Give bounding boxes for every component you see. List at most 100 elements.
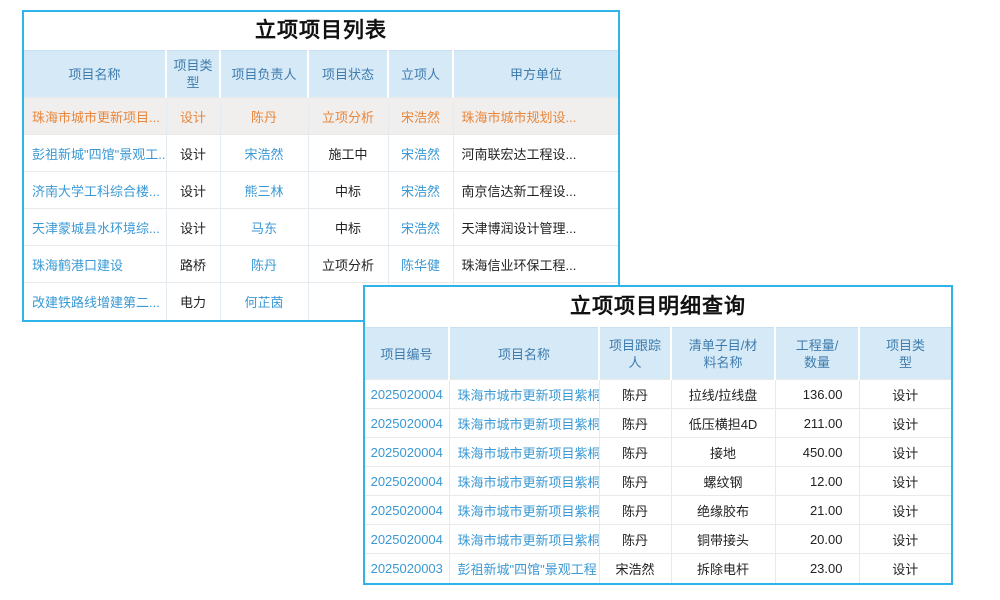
panel2-cell-code[interactable]: 2025020004 <box>365 495 450 525</box>
table-row: 2025020004 珠海市城市更新项目紫桐 陈丹 接地 450.00 设计 <box>365 437 951 467</box>
project-detail-title: 立项项目明细查询 <box>570 295 746 318</box>
table-row[interactable]: 济南大学工科综合楼... 设计 熊三林 中标 宋浩然 南京信达新工程设... <box>24 171 618 209</box>
panel2-cell-material: 拆除电杆 <box>671 553 776 583</box>
panel2-cell-code[interactable]: 2025020004 <box>365 437 450 467</box>
panel2-cell-code[interactable]: 2025020003 <box>365 553 450 583</box>
panel1-cell-name[interactable]: 珠海市城市更新项目... <box>24 97 167 135</box>
project-detail-header-row: 项目编号 项目名称 项目跟踪人 清单子目/材料名称 工程量/数量 项目类型 <box>365 327 951 380</box>
panel1-cell-manager[interactable]: 何芷茵 <box>220 282 309 320</box>
panel2-cell-type: 设计 <box>859 466 951 496</box>
panel2-cell-qty: 21.00 <box>775 495 860 525</box>
panel2-cell-type: 设计 <box>859 408 951 438</box>
project-list-panel: 立项项目列表 项目名称 项目类型 项目负责人 项目状态 立项人 甲方单位 珠海市城市更新项… <box>22 10 620 322</box>
panel2-cell-tracker: 陈丹 <box>599 408 672 438</box>
panel2-cell-type: 设计 <box>859 495 951 525</box>
panel1-cell-status: 中标 <box>308 171 389 209</box>
panel1-cell-initiator[interactable]: 宋浩然 <box>388 208 454 246</box>
panel2-cell-material: 接地 <box>671 437 776 467</box>
panel1-cell-name[interactable]: 改建铁路线增建第二... <box>24 282 167 320</box>
panel1-cell-initiator[interactable]: 宋浩然 <box>388 134 454 172</box>
panel2-cell-qty: 12.00 <box>775 466 860 496</box>
table-row[interactable]: 珠海鹤港口建设 路桥 陈丹 立项分析 陈华健 珠海信业环保工程... <box>24 245 618 283</box>
panel2-cell-material: 拉线/拉线盘 <box>671 379 776 409</box>
table-row: 2025020004 珠海市城市更新项目紫桐 陈丹 螺纹钢 12.00 设计 <box>365 466 951 496</box>
panel1-cell-manager[interactable]: 马东 <box>220 208 309 246</box>
panel1-cell-client: 珠海市城市规划设... <box>453 97 618 135</box>
panel1-cell-client: 河南联宏达工程设... <box>453 134 618 172</box>
column-header: 项目名称 <box>449 327 600 380</box>
panel1-cell-status: 立项分析 <box>308 245 389 283</box>
panel2-cell-type: 设计 <box>859 524 951 554</box>
panel1-cell-initiator[interactable]: 宋浩然 <box>388 97 454 135</box>
panel2-cell-tracker: 陈丹 <box>599 495 672 525</box>
panel1-cell-manager[interactable]: 熊三林 <box>220 171 309 209</box>
panel2-cell-name[interactable]: 珠海市城市更新项目紫桐 <box>449 408 600 438</box>
column-header: 项目名称 <box>24 50 167 98</box>
panel2-cell-material: 螺纹钢 <box>671 466 776 496</box>
panel1-cell-initiator[interactable]: 陈华健 <box>388 245 454 283</box>
column-header: 项目状态 <box>308 50 389 98</box>
panel2-cell-tracker: 陈丹 <box>599 524 672 554</box>
project-list-table: 项目名称 项目类型 项目负责人 项目状态 立项人 甲方单位 珠海市城市更新项目... 设计陈… <box>24 50 618 320</box>
panel1-cell-manager[interactable]: 宋浩然 <box>220 134 309 172</box>
panel2-cell-name[interactable]: 珠海市城市更新项目紫桐 <box>449 437 600 467</box>
panel2-cell-qty: 211.00 <box>775 408 860 438</box>
panel1-cell-type: 设计 <box>166 97 221 135</box>
panel1-cell-name[interactable]: 天津蒙城县水环境综... <box>24 208 167 246</box>
panel2-cell-qty: 450.00 <box>775 437 860 467</box>
panel2-cell-material: 绝缘胶布 <box>671 495 776 525</box>
column-header: 项目跟踪人 <box>599 327 672 380</box>
panel2-cell-name[interactable]: 珠海市城市更新项目紫桐 <box>449 379 600 409</box>
panel1-cell-client: 天津博润设计管理... <box>453 208 618 246</box>
table-row[interactable]: 珠海市城市更新项目... 设计 陈丹 立项分析 宋浩然 珠海市城市规划设... <box>24 97 618 135</box>
panel2-cell-type: 设计 <box>859 437 951 467</box>
column-header: 项目类型 <box>166 50 221 98</box>
panel1-cell-type: 设计 <box>166 171 221 209</box>
project-detail-table: 项目编号 项目名称 项目跟踪人 清单子目/材料名称 工程量/数量 项目类型 2025020… <box>365 327 951 583</box>
panel2-cell-material: 低压横担4D <box>671 408 776 438</box>
table-row: 2025020003 彭祖新城"四馆"景观工程 宋浩然 拆除电杆 23.00 设计 <box>365 553 951 583</box>
panel1-cell-client: 南京信达新工程设... <box>453 171 618 209</box>
panel1-cell-type: 设计 <box>166 208 221 246</box>
column-header: 甲方单位 <box>453 50 618 98</box>
panel2-cell-tracker: 陈丹 <box>599 379 672 409</box>
panel1-cell-name[interactable]: 济南大学工科综合楼... <box>24 171 167 209</box>
panel1-cell-client: 珠海信业环保工程... <box>453 245 618 283</box>
panel1-cell-status: 立项分析 <box>308 97 389 135</box>
panel2-cell-name[interactable]: 彭祖新城"四馆"景观工程 <box>449 553 600 583</box>
project-list-title: 立项项目列表 <box>255 19 387 42</box>
panel2-cell-name[interactable]: 珠海市城市更新项目紫桐 <box>449 495 600 525</box>
panel2-cell-code[interactable]: 2025020004 <box>365 379 450 409</box>
table-row: 2025020004 珠海市城市更新项目紫桐 陈丹 绝缘胶布 21.00 设计 <box>365 495 951 525</box>
panel1-cell-type: 设计 <box>166 134 221 172</box>
column-header: 清单子目/材料名称 <box>671 327 776 380</box>
panel2-cell-tracker: 陈丹 <box>599 466 672 496</box>
panel2-cell-name[interactable]: 珠海市城市更新项目紫桐 <box>449 466 600 496</box>
panel2-cell-qty: 20.00 <box>775 524 860 554</box>
table-row[interactable]: 彭祖新城"四馆"景观工... 设计 宋浩然 施工中 宋浩然 河南联宏达工程设... <box>24 134 618 172</box>
panel1-cell-initiator[interactable]: 宋浩然 <box>388 171 454 209</box>
table-row: 2025020004 珠海市城市更新项目紫桐 陈丹 铜带接头 20.00 设计 <box>365 524 951 554</box>
panel2-cell-tracker: 宋浩然 <box>599 553 672 583</box>
table-row[interactable]: 天津蒙城县水环境综... 设计 马东 中标 宋浩然 天津博润设计管理... <box>24 208 618 246</box>
panel1-cell-manager[interactable]: 陈丹 <box>220 97 309 135</box>
panel2-cell-code[interactable]: 2025020004 <box>365 524 450 554</box>
table-row: 2025020004 珠海市城市更新项目紫桐 陈丹 低压横担4D 211.00 设计 <box>365 408 951 438</box>
panel1-cell-manager[interactable]: 陈丹 <box>220 245 309 283</box>
panel1-cell-name[interactable]: 珠海鹤港口建设 <box>24 245 167 283</box>
table-row: 2025020004 珠海市城市更新项目紫桐 陈丹 拉线/拉线盘 136.00 设计 <box>365 379 951 409</box>
column-header: 项目负责人 <box>220 50 309 98</box>
panel1-cell-type: 电力 <box>166 282 221 320</box>
panel2-cell-code[interactable]: 2025020004 <box>365 466 450 496</box>
panel2-cell-tracker: 陈丹 <box>599 437 672 467</box>
panel2-cell-material: 铜带接头 <box>671 524 776 554</box>
column-header: 项目编号 <box>365 327 450 380</box>
project-list-header-row: 项目名称 项目类型 项目负责人 项目状态 立项人 甲方单位 <box>24 50 618 98</box>
panel2-cell-name[interactable]: 珠海市城市更新项目紫桐 <box>449 524 600 554</box>
project-detail-panel: 立项项目明细查询 项目编号 项目名称 项目跟踪人 清单子目/材料名称 工程量/数量 项目类… <box>363 285 953 585</box>
panel1-cell-type: 路桥 <box>166 245 221 283</box>
panel1-cell-name[interactable]: 彭祖新城"四馆"景观工... <box>24 134 167 172</box>
panel2-cell-qty: 23.00 <box>775 553 860 583</box>
panel2-cell-code[interactable]: 2025020004 <box>365 408 450 438</box>
panel2-cell-type: 设计 <box>859 379 951 409</box>
